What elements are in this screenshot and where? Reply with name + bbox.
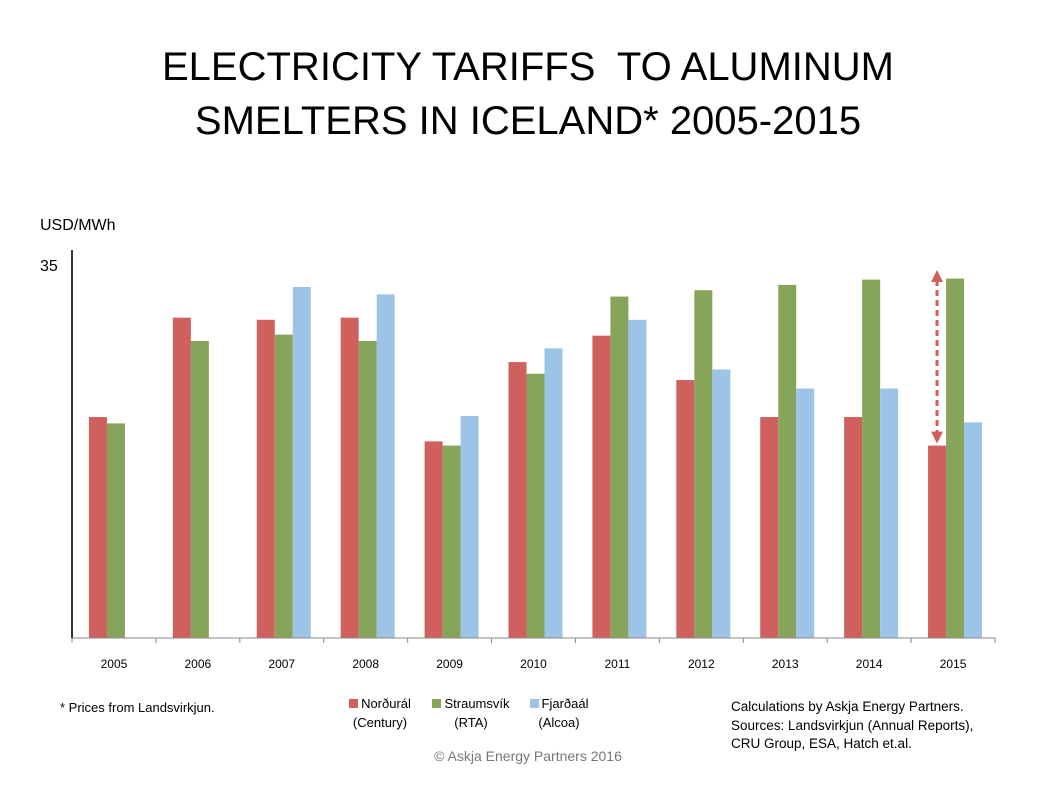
chart-title-line-1: ELECTRICITY TARIFFS TO ALUMINUM	[162, 45, 894, 89]
bar-fjaraal-2007	[292, 287, 311, 638]
bar-straumsvik-2010	[526, 373, 545, 638]
bar-straumsvik-2005	[106, 423, 125, 638]
legend-label: Fjarðaál	[541, 696, 589, 711]
legend-swatch-straumsvik	[432, 699, 442, 708]
legend-item-fjardaal: Fjarðaál (Alcoa)	[523, 694, 595, 732]
bar-straumsvik-2013	[778, 284, 797, 638]
sources-line: Sources: Landsvirkjun (Annual Reports),	[731, 717, 974, 733]
bar-norural-2005	[88, 417, 107, 638]
x-tick-label: 2008	[352, 657, 379, 671]
x-tick-label: 2014	[856, 657, 883, 671]
x-tick-label: 2011	[605, 657, 631, 671]
bar-fjaraal-2010	[544, 348, 563, 638]
bar-norural-2011	[592, 335, 611, 638]
bar-norural-2009	[424, 441, 443, 638]
x-tick-label: 2006	[185, 657, 212, 671]
x-tick-label: 2013	[772, 657, 799, 671]
footnote: * Prices from Landsvirkjun.	[60, 700, 215, 715]
copyright: © Askja Energy Partners 2016	[434, 748, 622, 764]
legend-sublabel: (RTA)	[454, 715, 488, 730]
bar-straumsvik-2015	[946, 278, 965, 638]
bar-fjaraal-2011	[628, 319, 647, 638]
x-tick-labels: 2005 2006 2007 2008 2009 2010 2011 2012 2013 2014…	[101, 657, 967, 671]
bar-straumsvik-2011	[610, 296, 629, 638]
bar-norural-2006	[172, 317, 191, 638]
x-tick-label: 2007	[268, 657, 295, 671]
bar-straumsvik-2012	[694, 290, 713, 638]
bars-group	[88, 278, 983, 638]
bar-fjaraal-2015	[964, 422, 983, 638]
annotations-group	[931, 270, 944, 444]
bar-fjaraal-2012	[712, 369, 731, 638]
arrow-up-icon	[931, 270, 944, 282]
bar-norural-2010	[508, 362, 527, 638]
legend-item-straumsvik: Straumsvík (RTA)	[428, 694, 514, 732]
bar-norural-2013	[760, 417, 779, 638]
bar-fjaraal-2008	[376, 294, 395, 638]
x-tick-label: 2012	[688, 657, 715, 671]
bar-fjaraal-2009	[460, 416, 479, 638]
x-tick-label: 2009	[436, 657, 463, 671]
chart-title-line-2: SMELTERS IN ICELAND* 2005-2015	[194, 99, 862, 143]
x-tick-label: 2005	[101, 657, 128, 671]
bar-straumsvik-2009	[442, 445, 461, 638]
bar-norural-2012	[676, 380, 695, 638]
bar-straumsvik-2006	[190, 340, 209, 638]
bar-fjaraal-2013	[796, 388, 815, 638]
legend-label: Straumsvík	[444, 696, 510, 711]
bar-straumsvik-2008	[358, 340, 377, 638]
bar-straumsvik-2007	[274, 334, 293, 638]
bar-norural-2008	[340, 317, 359, 638]
x-tick-label: 2015	[940, 657, 967, 671]
chart-title: ELECTRICITY TARIFFS TO ALUMINUM SMELTERS…	[0, 40, 1056, 148]
y-tick-label: 35	[40, 258, 58, 275]
bar-fjaraal-2014	[880, 388, 899, 638]
bar-norural-2014	[844, 417, 863, 638]
legend-swatch-nordural	[349, 699, 359, 708]
sources-note: Calculations by Askja Energy Partners. S…	[731, 698, 973, 754]
arrow-down-icon	[931, 431, 944, 444]
legend-sublabel: (Century)	[352, 715, 408, 730]
bar-straumsvik-2014	[862, 279, 881, 638]
bar-norural-2007	[256, 319, 275, 638]
legend-label: Norðurál	[361, 696, 411, 711]
y-axis-label: USD/MWh	[40, 217, 116, 234]
sources-line: Calculations by Askja Energy Partners.	[731, 699, 964, 714]
legend-swatch-fjardaal	[529, 699, 539, 708]
bar-norural-2015	[928, 445, 947, 638]
x-tick-label: 2010	[520, 657, 547, 671]
sources-line: CRU Group, ESA, Hatch et.al.	[731, 736, 912, 751]
axes-group	[71, 250, 996, 643]
legend-item-nordural: Norðurál (Century)	[340, 694, 420, 732]
legend-sublabel: (Alcoa)	[538, 715, 580, 730]
